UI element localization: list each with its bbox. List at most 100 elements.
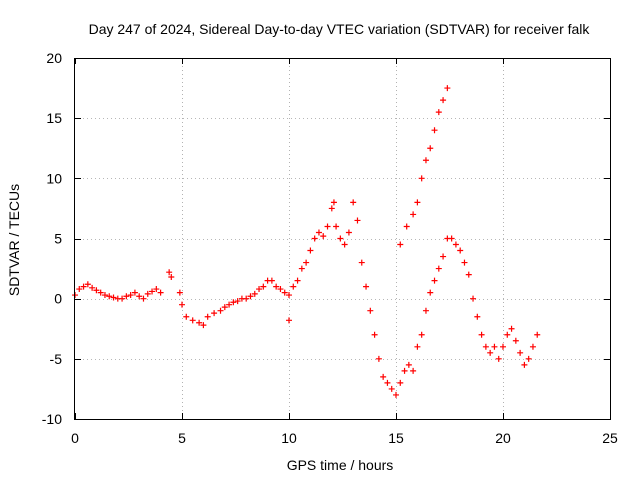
data-point	[452, 241, 459, 248]
data-point	[470, 295, 477, 302]
data-point	[110, 294, 117, 301]
data-point	[405, 361, 412, 368]
data-point	[427, 289, 434, 296]
data-point	[196, 319, 203, 326]
data-point	[286, 317, 292, 324]
data-point	[93, 287, 100, 294]
data-point	[221, 304, 228, 311]
data-point	[495, 355, 502, 362]
y-tick-label: -5	[50, 351, 63, 367]
data-point	[371, 331, 378, 338]
data-point	[388, 385, 395, 392]
data-point	[166, 269, 173, 276]
y-tick-label: 20	[46, 50, 62, 66]
data-point	[226, 301, 233, 308]
data-point	[76, 286, 83, 293]
data-point	[189, 317, 196, 324]
x-tick-label: 20	[495, 430, 511, 446]
data-point	[260, 283, 267, 290]
data-point	[247, 293, 254, 300]
data-point	[521, 361, 528, 368]
data-point	[517, 349, 524, 356]
data-point	[401, 367, 408, 374]
data-point	[461, 259, 468, 266]
data-point	[273, 283, 280, 290]
data-point	[384, 379, 391, 386]
data-point	[345, 229, 352, 236]
data-point	[448, 235, 455, 242]
data-point	[281, 289, 288, 296]
data-point	[251, 290, 258, 297]
data-point	[217, 307, 224, 314]
data-point	[350, 199, 357, 206]
data-point	[140, 295, 147, 302]
data-point	[256, 286, 263, 293]
data-point	[157, 289, 164, 296]
data-point	[84, 281, 91, 288]
data-markers	[72, 85, 541, 398]
data-point	[119, 295, 126, 302]
data-point	[230, 299, 237, 306]
data-point	[478, 331, 485, 338]
data-point	[176, 289, 183, 296]
data-point	[80, 283, 87, 290]
data-point	[367, 307, 374, 314]
data-point	[354, 217, 361, 224]
x-tick-label: 15	[388, 430, 404, 446]
data-point	[183, 313, 190, 320]
data-point	[149, 288, 156, 295]
data-point	[393, 391, 399, 398]
y-tick-label: -10	[42, 411, 62, 427]
data-point	[508, 325, 515, 332]
data-point	[179, 301, 185, 308]
data-point	[101, 292, 108, 299]
data-point	[482, 343, 489, 350]
y-tick-label: 5	[54, 231, 62, 247]
data-point	[410, 211, 417, 218]
data-point	[403, 223, 410, 230]
data-point	[380, 373, 387, 380]
data-point	[422, 157, 429, 164]
y-axis-label: SDTVAR / TECUs	[6, 184, 22, 296]
y-tick-label: 15	[46, 110, 62, 126]
data-point	[457, 247, 464, 254]
data-point	[534, 331, 541, 338]
data-point	[243, 295, 250, 302]
data-point	[474, 313, 481, 320]
data-point	[153, 286, 160, 293]
plot-frame	[74, 58, 611, 420]
data-point	[363, 283, 370, 290]
data-point	[440, 97, 447, 104]
data-point	[200, 322, 207, 329]
data-point	[123, 293, 130, 300]
data-point	[294, 277, 301, 284]
data-point	[418, 331, 425, 338]
data-point	[440, 253, 447, 260]
data-point	[286, 292, 292, 299]
x-tick-label: 10	[281, 430, 297, 446]
data-point	[303, 259, 310, 266]
data-point	[320, 233, 327, 240]
axis-ticks: 0 5 10 15 20 25 -10 -5 0 5 10 15 20	[42, 50, 618, 446]
grid-lines	[75, 58, 610, 419]
data-point	[431, 127, 438, 134]
data-point	[422, 307, 429, 314]
data-point	[277, 286, 284, 293]
data-point	[311, 235, 318, 242]
data-point	[397, 379, 404, 386]
data-point	[333, 223, 340, 230]
data-point	[106, 293, 113, 300]
data-point	[97, 289, 104, 296]
data-point	[315, 229, 322, 236]
data-point	[127, 292, 134, 299]
data-point	[290, 283, 297, 290]
data-point	[298, 265, 305, 272]
data-point	[341, 241, 348, 248]
data-point	[144, 290, 151, 297]
data-point	[397, 241, 404, 248]
data-point	[491, 343, 498, 350]
data-point	[504, 331, 511, 338]
data-point	[525, 355, 532, 362]
data-point	[410, 367, 417, 374]
data-point	[512, 337, 519, 344]
